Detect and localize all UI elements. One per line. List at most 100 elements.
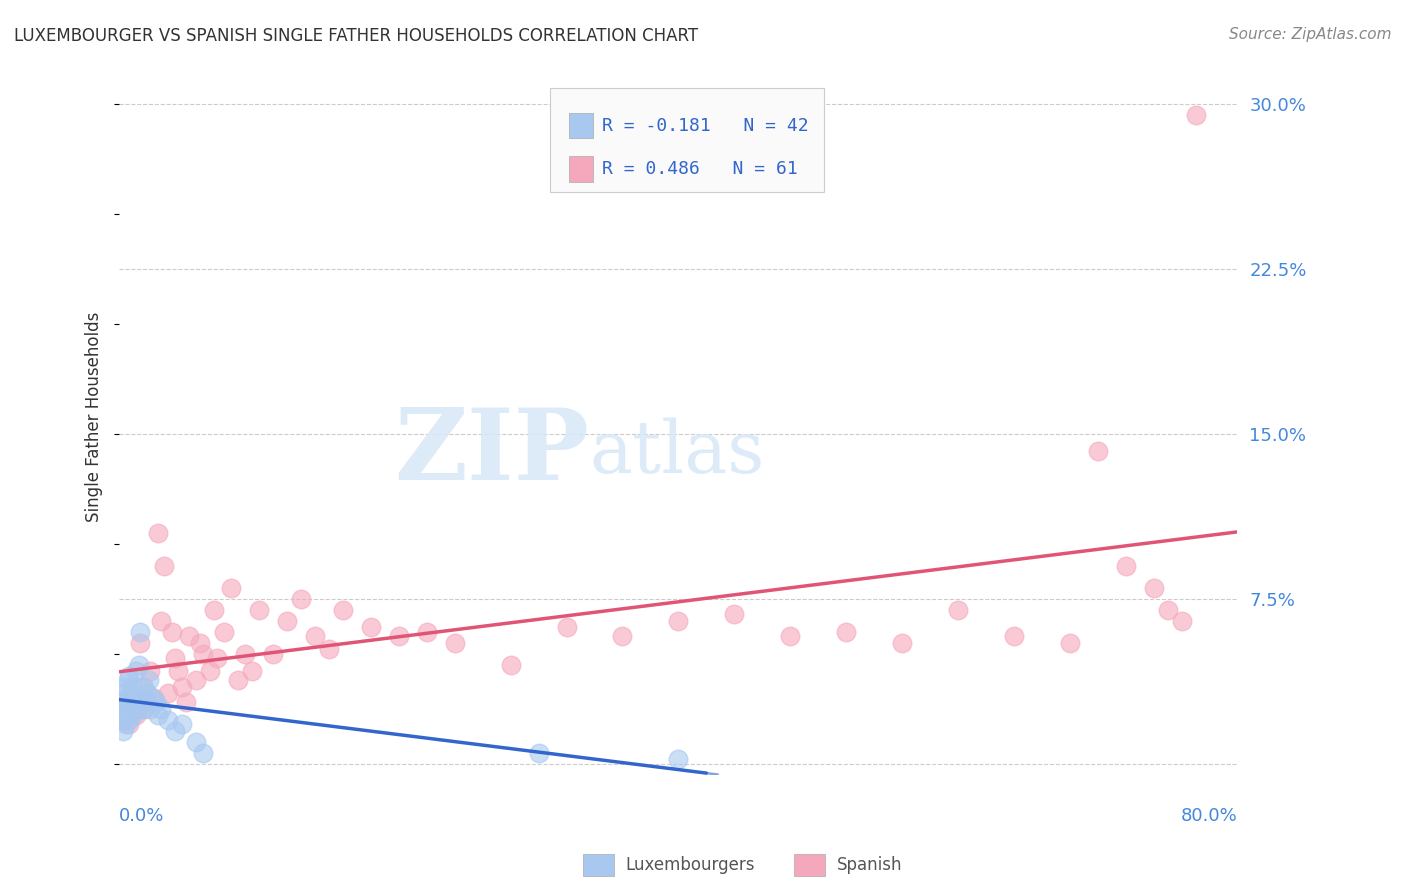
Point xyxy=(779,629,801,643)
Point xyxy=(117,673,139,687)
Point xyxy=(179,629,201,643)
Point xyxy=(212,624,235,639)
Point xyxy=(122,690,145,705)
Text: R = -0.181   N = 42: R = -0.181 N = 42 xyxy=(602,117,808,135)
Point xyxy=(1087,444,1109,458)
Point xyxy=(186,673,208,687)
Point xyxy=(118,717,141,731)
Point xyxy=(165,651,187,665)
Text: LUXEMBOURGER VS SPANISH SINGLE FATHER HOUSEHOLDS CORRELATION CHART: LUXEMBOURGER VS SPANISH SINGLE FATHER HO… xyxy=(14,27,699,45)
Point xyxy=(612,629,634,643)
Point xyxy=(1115,558,1137,573)
Point xyxy=(191,647,214,661)
Point xyxy=(148,525,170,540)
Point xyxy=(499,657,522,672)
Point xyxy=(157,686,180,700)
Point xyxy=(112,713,135,727)
Point xyxy=(290,591,312,606)
Point xyxy=(115,717,138,731)
Point xyxy=(115,695,138,709)
Point xyxy=(247,602,270,616)
Point xyxy=(1156,602,1178,616)
Point xyxy=(117,701,139,715)
Point xyxy=(891,635,914,649)
Point xyxy=(121,686,143,700)
Point xyxy=(205,651,228,665)
Point xyxy=(388,629,411,643)
Point xyxy=(122,680,145,694)
Point xyxy=(198,664,221,678)
Point xyxy=(125,664,148,678)
Point xyxy=(666,614,689,628)
Point xyxy=(125,690,148,705)
Point xyxy=(1059,635,1081,649)
Text: Luxembourgers: Luxembourgers xyxy=(626,856,755,874)
Point xyxy=(112,695,135,709)
Point xyxy=(142,690,165,705)
FancyBboxPatch shape xyxy=(550,88,824,192)
Point xyxy=(233,647,256,661)
Point xyxy=(150,701,173,715)
Point xyxy=(129,635,152,649)
Point xyxy=(129,624,152,639)
Point xyxy=(167,664,190,678)
Point xyxy=(138,673,160,687)
Point xyxy=(226,673,249,687)
Point xyxy=(122,708,145,723)
Text: 0.0%: 0.0% xyxy=(120,806,165,825)
Point xyxy=(135,695,157,709)
Point xyxy=(191,746,214,760)
Point xyxy=(176,695,198,709)
Point xyxy=(132,701,155,715)
Point xyxy=(723,607,745,621)
Point xyxy=(304,629,326,643)
Point xyxy=(145,695,167,709)
Point xyxy=(120,701,142,715)
Point xyxy=(1184,107,1206,121)
Text: ZIP: ZIP xyxy=(394,404,589,501)
Point xyxy=(1170,614,1192,628)
Text: Spanish: Spanish xyxy=(837,856,903,874)
Point xyxy=(131,690,153,705)
Point xyxy=(262,647,284,661)
Point xyxy=(118,668,141,682)
Point xyxy=(555,620,578,634)
Point xyxy=(115,690,138,705)
Point xyxy=(332,602,354,616)
Point xyxy=(165,723,187,738)
Point xyxy=(443,635,465,649)
Point xyxy=(202,602,225,616)
Point xyxy=(1002,629,1025,643)
Point xyxy=(118,713,141,727)
Text: Source: ZipAtlas.com: Source: ZipAtlas.com xyxy=(1229,27,1392,42)
Point xyxy=(276,614,298,628)
Point xyxy=(172,717,194,731)
Point xyxy=(136,695,159,709)
Point xyxy=(150,614,173,628)
Point xyxy=(153,558,176,573)
Point xyxy=(186,734,208,748)
Point xyxy=(416,624,439,639)
Y-axis label: Single Father Households: Single Father Households xyxy=(86,312,103,523)
Point xyxy=(946,602,969,616)
Point xyxy=(114,680,136,694)
Point xyxy=(666,752,689,766)
Point xyxy=(1142,581,1164,595)
Point xyxy=(157,713,180,727)
Point xyxy=(127,701,149,715)
Point xyxy=(124,695,146,709)
Point xyxy=(172,680,194,694)
Point xyxy=(120,701,142,715)
Point xyxy=(134,680,156,694)
Point xyxy=(125,708,148,723)
Text: 80.0%: 80.0% xyxy=(1181,806,1237,825)
Point xyxy=(134,701,156,715)
Point xyxy=(143,690,166,705)
Text: R = 0.486   N = 61: R = 0.486 N = 61 xyxy=(602,160,799,178)
Point xyxy=(139,664,162,678)
Point xyxy=(188,635,211,649)
Point xyxy=(132,680,155,694)
Bar xyxy=(569,112,593,138)
Point xyxy=(162,624,184,639)
Point xyxy=(110,701,132,715)
